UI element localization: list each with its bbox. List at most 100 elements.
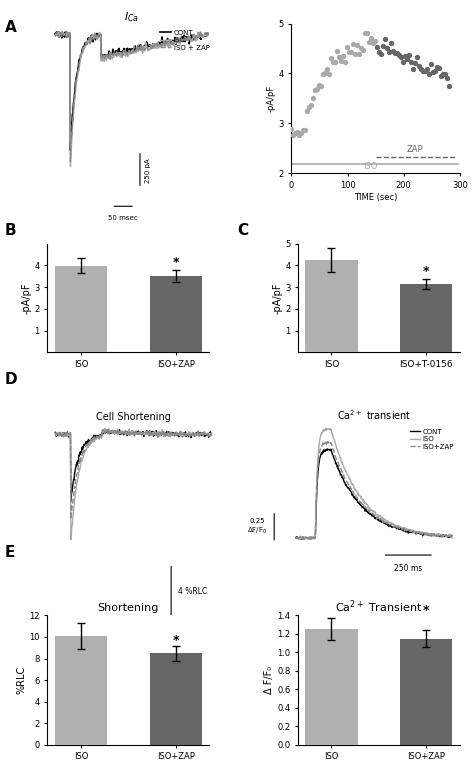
Line: ISO: ISO: [55, 31, 208, 166]
Point: [311, 84, 319, 96]
CONT: [55, 27, 61, 37]
Bar: [400, 284, 452, 353]
Point: [383, 42, 391, 54]
ISO + ZAP: [182, 32, 188, 42]
Point: [407, 56, 415, 68]
Title: Ca$^{2+}$ Transient: Ca$^{2+}$ Transient: [335, 598, 422, 615]
Point: [425, 67, 432, 80]
Bar: [150, 653, 202, 745]
Point: [313, 82, 321, 95]
Text: *: *: [423, 604, 429, 616]
Point: [411, 56, 419, 69]
ISO + ZAP: [205, 31, 211, 41]
Point: [292, 127, 299, 140]
Point: [405, 49, 412, 61]
Line: ISO+ZAP: ISO+ZAP: [296, 441, 452, 539]
Point: [296, 129, 303, 142]
Point: [359, 43, 367, 56]
Text: 250 pA: 250 pA: [145, 158, 151, 183]
Point: [401, 49, 409, 62]
Bar: [305, 630, 357, 745]
Bar: [150, 276, 202, 353]
Text: ISO: ISO: [363, 162, 377, 172]
Point: [301, 123, 309, 136]
Text: E: E: [5, 545, 15, 560]
ISO: [293, 534, 299, 543]
Title: $I_{Ca}$: $I_{Ca}$: [124, 9, 139, 24]
ISO+ZAP: [345, 477, 350, 487]
Point: [349, 38, 357, 50]
Point: [288, 123, 295, 136]
Text: 50 msec: 50 msec: [109, 216, 138, 221]
Point: [319, 68, 327, 81]
Point: [326, 67, 333, 80]
Text: 4 %RLC: 4 %RLC: [178, 587, 207, 597]
Point: [413, 50, 420, 63]
Text: B: B: [5, 223, 17, 238]
ISO: [449, 533, 455, 543]
ISO: [309, 535, 315, 544]
ISO: [312, 533, 318, 543]
Point: [341, 56, 349, 68]
CONT: [52, 29, 58, 38]
Line: ISO + ZAP: ISO + ZAP: [55, 31, 208, 162]
Point: [306, 100, 313, 113]
CONT: [392, 522, 398, 532]
Point: [419, 64, 427, 77]
Point: [371, 35, 379, 48]
Bar: [55, 636, 107, 745]
Text: D: D: [5, 372, 18, 387]
ISO: [64, 26, 70, 35]
Text: *: *: [423, 265, 429, 278]
CONT: [192, 32, 198, 42]
Point: [339, 49, 347, 62]
CONT: [144, 37, 149, 46]
ISO: [144, 42, 149, 51]
CONT: [53, 30, 58, 39]
CONT: [299, 535, 304, 544]
Point: [375, 46, 383, 59]
X-axis label: TIME (sec): TIME (sec): [354, 193, 397, 201]
Point: [347, 46, 355, 59]
ISO+ZAP: [312, 533, 318, 543]
Point: [357, 42, 365, 54]
Point: [365, 36, 373, 49]
Point: [427, 58, 435, 71]
CONT: [356, 498, 361, 507]
ISO: [192, 33, 198, 42]
ISO + ZAP: [147, 40, 153, 49]
ISO: [182, 34, 188, 44]
ISO+ZAP: [293, 534, 299, 543]
Point: [389, 45, 397, 57]
ISO+ZAP: [301, 535, 307, 544]
Point: [397, 51, 405, 64]
CONT: [205, 29, 211, 38]
CONT: [312, 533, 318, 543]
ISO: [147, 45, 153, 55]
CONT: [449, 531, 455, 540]
ISO: [392, 521, 398, 531]
Y-axis label: -pA/pF: -pA/pF: [22, 282, 32, 314]
Y-axis label: Δ F/F₀: Δ F/F₀: [264, 666, 274, 694]
Line: ISO: ISO: [296, 428, 452, 539]
Point: [417, 63, 425, 75]
Point: [377, 47, 385, 60]
ISO + ZAP: [144, 42, 150, 52]
Point: [429, 66, 437, 78]
Point: [298, 127, 305, 140]
Text: A: A: [5, 20, 17, 34]
Point: [333, 45, 341, 57]
Point: [316, 78, 323, 91]
Text: C: C: [237, 223, 248, 238]
CONT: [345, 482, 350, 492]
Point: [431, 65, 438, 78]
CONT: [293, 533, 299, 543]
Title: Ca$^{2+}$ transient: Ca$^{2+}$ transient: [337, 408, 411, 422]
ISO + ZAP: [192, 34, 198, 43]
Point: [445, 79, 452, 92]
Point: [367, 32, 375, 45]
Legend: CONT, ISO, ISO + ZAP: CONT, ISO, ISO + ZAP: [158, 27, 212, 53]
ISO: [345, 470, 350, 479]
Point: [391, 46, 399, 59]
Point: [328, 53, 335, 65]
